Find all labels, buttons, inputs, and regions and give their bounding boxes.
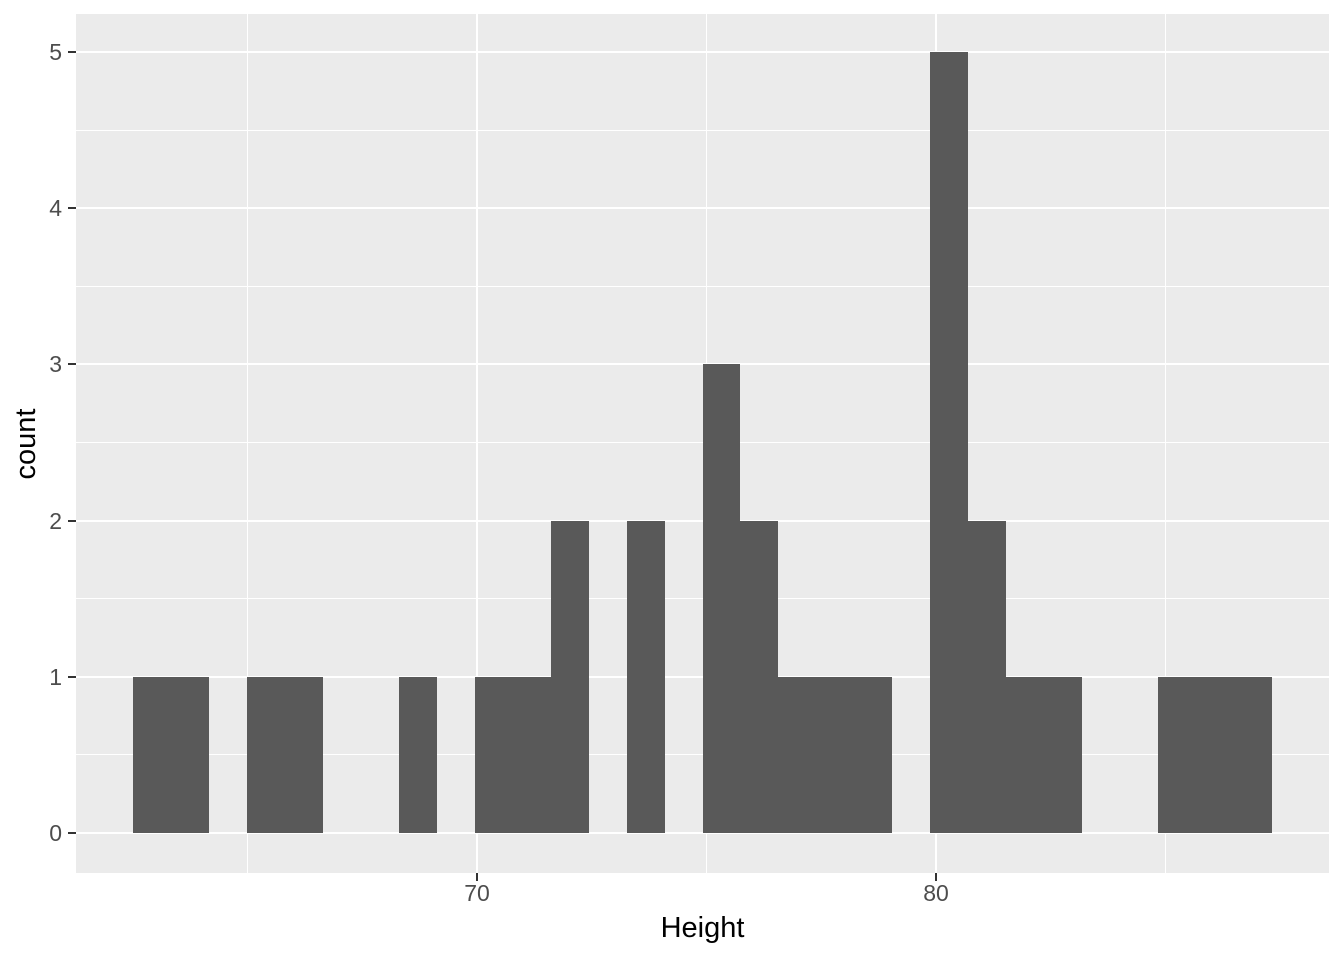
- y-tick-label: 4: [49, 195, 62, 222]
- plot-panel: [76, 14, 1329, 873]
- major-gridline-horizontal: [76, 51, 1329, 53]
- x-tick-label: 70: [464, 880, 490, 906]
- histogram-bar: [399, 677, 437, 833]
- histogram-bar: [551, 521, 589, 833]
- x-axis-tick: [476, 873, 478, 881]
- histogram-bar: [1196, 677, 1234, 833]
- minor-gridline-horizontal: [76, 129, 1329, 131]
- y-axis-tick: [68, 363, 76, 366]
- histogram-bar: [1044, 677, 1082, 833]
- histogram-bar: [1158, 677, 1196, 833]
- y-axis-tick: [68, 675, 76, 678]
- histogram-bar: [740, 521, 778, 833]
- x-tick-label: 80: [923, 880, 949, 906]
- histogram-bar: [778, 677, 816, 833]
- minor-gridline-vertical: [247, 14, 248, 873]
- histogram-bar: [247, 677, 285, 833]
- x-axis-tick: [935, 873, 937, 881]
- y-axis-tick: [68, 832, 76, 834]
- histogram-bar: [171, 677, 209, 833]
- y-axis-tick: [68, 207, 76, 210]
- histogram-bar: [1006, 677, 1044, 833]
- histogram-bar: [1234, 677, 1272, 833]
- major-gridline-horizontal: [76, 519, 1329, 522]
- minor-gridline-vertical: [1165, 14, 1166, 873]
- histogram-bar: [133, 677, 171, 833]
- histogram-bar: [816, 677, 854, 833]
- x-axis-title: Height: [660, 912, 745, 944]
- y-tick-label: 1: [49, 663, 62, 690]
- y-axis-tick: [68, 519, 76, 522]
- histogram-bar: [703, 364, 740, 833]
- histogram-bar: [475, 677, 513, 833]
- histogram-bar: [968, 521, 1006, 833]
- histogram-bar: [285, 677, 323, 833]
- histogram-bar: [854, 677, 892, 833]
- minor-gridline-horizontal: [76, 754, 1329, 756]
- major-gridline-horizontal: [76, 207, 1329, 210]
- y-axis-tick: [68, 51, 76, 53]
- histogram-bar: [627, 521, 665, 833]
- y-tick-label: 0: [49, 820, 62, 846]
- y-tick-label: 2: [49, 507, 62, 534]
- major-gridline-horizontal: [76, 363, 1329, 366]
- major-gridline-horizontal: [76, 832, 1329, 834]
- minor-gridline-horizontal: [76, 285, 1329, 287]
- minor-gridline-horizontal: [76, 598, 1329, 600]
- y-tick-label: 3: [49, 351, 62, 378]
- histogram-bar: [930, 52, 968, 833]
- major-gridline-vertical: [476, 14, 478, 873]
- y-tick-label: 5: [49, 39, 62, 65]
- major-gridline-horizontal: [76, 675, 1329, 678]
- histogram-bar: [513, 677, 551, 833]
- minor-gridline-horizontal: [76, 442, 1329, 443]
